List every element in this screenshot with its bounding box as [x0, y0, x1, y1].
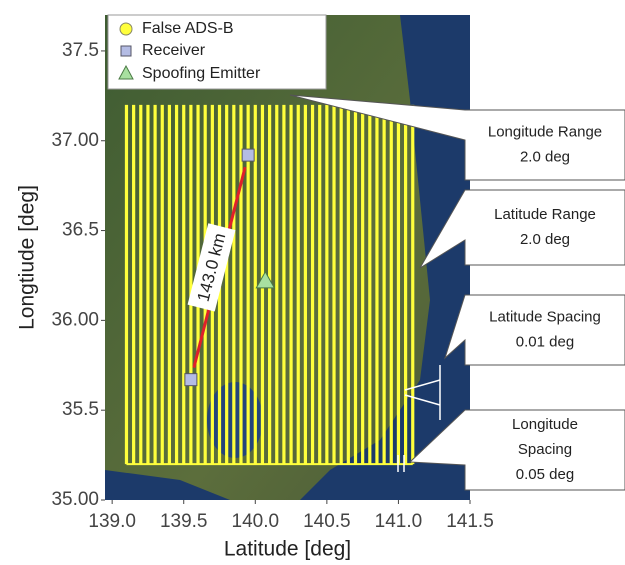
y-tick-label: 37.00 [51, 130, 99, 151]
x-tick-label: 140.5 [303, 511, 351, 532]
legend-label: False ADS-B [142, 20, 234, 37]
annotation-text: 2.0 deg [520, 231, 570, 248]
annotation-text: Spacing [518, 441, 572, 458]
y-tick-label: 35.5 [62, 399, 99, 420]
annotation-text: Latitude Spacing [489, 308, 601, 325]
legend-label: Receiver [142, 42, 206, 59]
legend-label: Spoofing Emitter [142, 65, 261, 82]
annotation-text: 0.01 deg [516, 333, 574, 350]
y-tick-label: 36.5 [62, 220, 99, 241]
y-tick-label: 36.00 [51, 309, 99, 330]
callout [445, 295, 625, 365]
x-tick-label: 139.0 [88, 511, 136, 532]
legend-swatch [121, 46, 131, 56]
annotation-text: 0.05 deg [516, 466, 574, 483]
annotation-text: Latitude Range [494, 206, 596, 223]
x-axis-label: Latitude [deg] [224, 538, 351, 561]
annotation-text: Longitude Range [488, 123, 602, 140]
chart: 143.0 km False ADS-BReceiverSpoofing Emi… [0, 0, 625, 565]
receiver [242, 149, 254, 161]
annotation-text: 2.0 deg [520, 148, 570, 165]
receiver [185, 374, 197, 386]
legend-swatch [120, 23, 132, 35]
annotation-text: Longitude [512, 416, 578, 433]
y-tick-label: 37.5 [62, 40, 99, 61]
x-tick-label: 141.0 [375, 511, 423, 532]
x-tick-label: 139.5 [160, 511, 208, 532]
x-tick-label: 141.5 [446, 511, 494, 532]
y-tick-label: 35.00 [51, 489, 99, 510]
y-axis-label: Longtiude [deg] [16, 185, 39, 330]
x-tick-label: 140.0 [232, 511, 280, 532]
